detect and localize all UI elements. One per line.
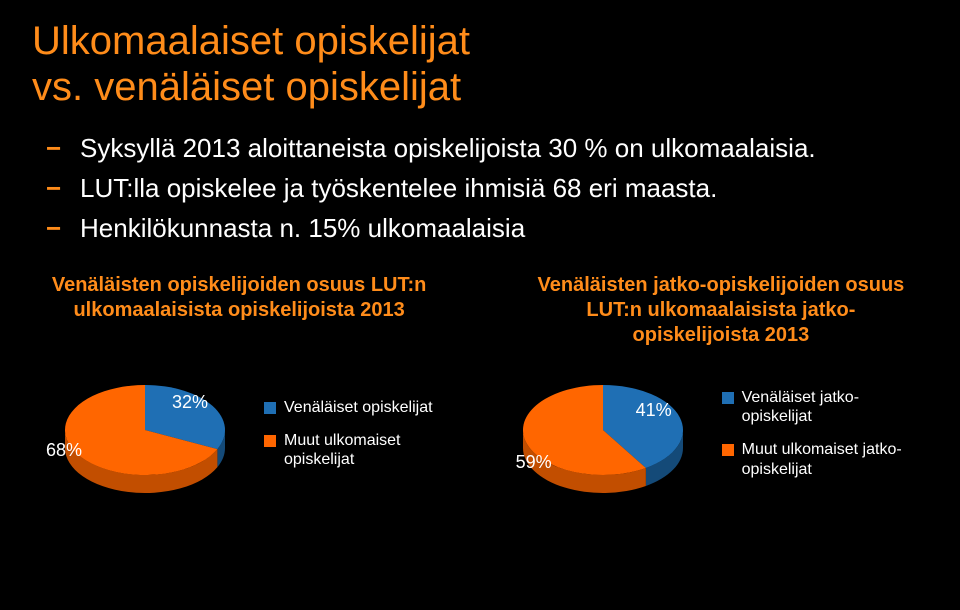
- legend-label: Venäläiset opiskelijat: [284, 398, 433, 417]
- legend-swatch: [722, 444, 734, 456]
- bullet-dash-icon: −: [46, 132, 62, 165]
- chart-block-right: 41% 59% Venäläiset jatko-opiskelijat Muu…: [498, 370, 920, 510]
- legend-item: Muut ulkomaiset opiskelijat: [264, 431, 454, 469]
- bullet-item: − LUT:lla opiskelee ja työskentelee ihmi…: [46, 172, 928, 206]
- title-line-2: vs. venäläiset opiskelijat: [32, 65, 461, 109]
- chart-block-left: 32% 68% Venäläiset opiskelijat Muut ulko…: [40, 370, 462, 510]
- legend-swatch: [722, 392, 734, 404]
- bullet-dash-icon: −: [46, 212, 62, 245]
- bullet-text: Syksyllä 2013 aloittaneista opiskelijois…: [80, 132, 816, 166]
- legend-swatch: [264, 402, 276, 414]
- bullet-text: LUT:lla opiskelee ja työskentelee ihmisi…: [80, 172, 717, 206]
- bullet-item: − Syksyllä 2013 aloittaneista opiskelijo…: [46, 132, 928, 166]
- chart-subtitles: Venäläisten opiskelijoiden osuus LUT:n u…: [32, 273, 928, 348]
- legend-label: Muut ulkomaiset opiskelijat: [284, 431, 454, 469]
- chart-subtitle-left: Venäläisten opiskelijoiden osuus LUT:n u…: [42, 273, 436, 348]
- pie-right-pct-0: 41%: [636, 400, 672, 421]
- bullet-item: − Henkilökunnasta n. 15% ulkomaalaisia: [46, 212, 928, 246]
- bullet-text: Henkilökunnasta n. 15% ulkomaalaisia: [80, 212, 525, 246]
- legend-item: Muut ulkomaiset jatko-opiskelijat: [722, 440, 912, 478]
- chart-subtitle-right: Venäläisten jatko-opiskelijoiden osuus L…: [524, 273, 918, 348]
- legend-swatch: [264, 435, 276, 447]
- pie-svg-right: [498, 370, 708, 510]
- legend-label: Venäläiset jatko-opiskelijat: [742, 388, 912, 426]
- pie-left-pct-0: 32%: [172, 392, 208, 413]
- pie-chart-left: 32% 68%: [40, 370, 250, 510]
- slide: Ulkomaalaiset opiskelijat vs. venäläiset…: [0, 0, 960, 610]
- title-line-1: Ulkomaalaiset opiskelijat: [32, 19, 470, 63]
- bullet-dash-icon: −: [46, 172, 62, 205]
- legend-item: Venäläiset jatko-opiskelijat: [722, 388, 912, 426]
- charts-row: 32% 68% Venäläiset opiskelijat Muut ulko…: [32, 370, 928, 510]
- pie-chart-right: 41% 59%: [498, 370, 708, 510]
- pie-left-pct-1: 68%: [46, 440, 82, 461]
- legend-label: Muut ulkomaiset jatko-opiskelijat: [742, 440, 912, 478]
- bullet-list: − Syksyllä 2013 aloittaneista opiskelijo…: [46, 132, 928, 245]
- page-title: Ulkomaalaiset opiskelijat vs. venäläiset…: [32, 18, 928, 110]
- legend-right: Venäläiset jatko-opiskelijat Muut ulkoma…: [722, 388, 912, 493]
- legend-left: Venäläiset opiskelijat Muut ulkomaiset o…: [264, 398, 454, 484]
- legend-item: Venäläiset opiskelijat: [264, 398, 454, 417]
- pie-right-pct-1: 59%: [516, 452, 552, 473]
